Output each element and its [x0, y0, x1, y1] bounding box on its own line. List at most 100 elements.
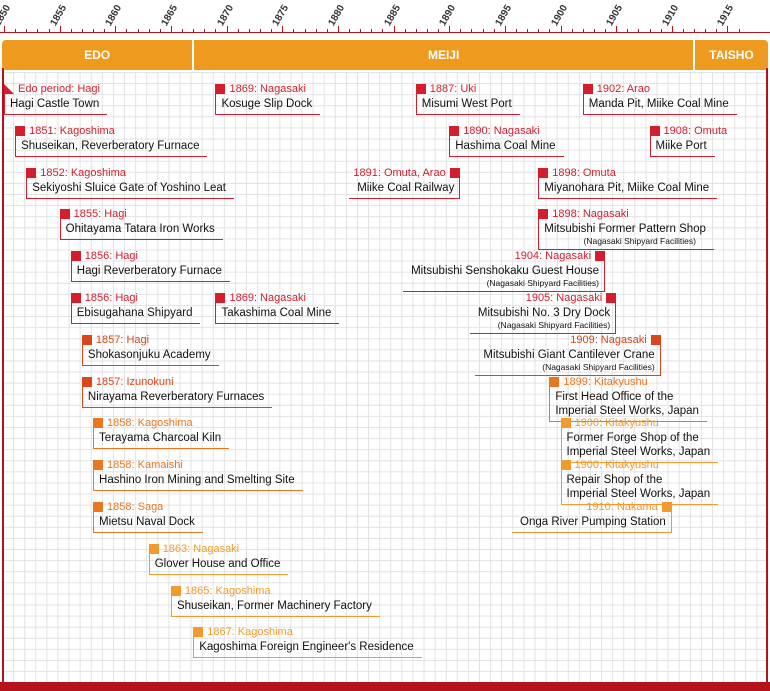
year-tick [671, 26, 673, 33]
event-marker-square [450, 167, 461, 178]
event-date: 1902: Arao [596, 83, 650, 95]
event-connector [4, 92, 5, 114]
event-connector [70, 301, 72, 323]
timeline-event: 1898: Nagasaki Mitsubishi Former Pattern … [0, 208, 770, 251]
year-tick [48, 29, 50, 33]
era-edo: EDO [2, 40, 193, 70]
year-tick [259, 29, 261, 33]
event-title: Misumi West Port [421, 98, 512, 110]
year-tick [482, 29, 484, 33]
event-underline [512, 532, 672, 533]
event-connector [148, 551, 150, 574]
event-underline [449, 155, 564, 157]
year-tick [148, 29, 150, 33]
event-connector [560, 426, 562, 463]
year-tick [638, 29, 640, 33]
event-title: Repair Shop of the [566, 474, 663, 487]
event-marker-square [415, 84, 426, 94]
timeline-event: 1908: Omuta Miike Port [0, 125, 770, 166]
year-label: 1905 [604, 3, 626, 29]
event-title: Mietsu Naval Dock [99, 516, 195, 528]
event-underline [469, 333, 617, 334]
year-tick [538, 29, 540, 33]
event-connector [70, 259, 72, 282]
year-tick [215, 29, 217, 33]
event-date: 1863: Nagasaki [162, 542, 240, 555]
event-connector [93, 468, 95, 491]
timeline-event: 1855: Hagi Ohitayama Tatara Iron Works [0, 208, 770, 249]
frame-bottom-border [0, 682, 770, 691]
year-tick [649, 29, 651, 33]
event-marker-square [148, 543, 159, 554]
event-underline [93, 448, 230, 450]
event-marker-square [650, 334, 661, 345]
event-date: 1865: Kagoshima [184, 584, 271, 597]
event-marker-square [170, 585, 181, 596]
timeline-event: 1858: Saga Mietsu Naval Dock [0, 501, 770, 542]
year-tick [393, 26, 395, 33]
timeline-event: 1869: Nagasaki Takashima Coal Mine [0, 292, 770, 333]
year-label: 1895 [493, 3, 514, 29]
year-label: 1915 [715, 3, 737, 29]
event-underline [215, 114, 321, 115]
year-tick [549, 29, 551, 33]
event-title: Sekiyoshi Sluice Gate of Yoshino Leat [32, 181, 226, 194]
era-meiji: MEIJI [194, 40, 694, 70]
event-marker-square [649, 125, 660, 136]
timeline-event: 1890: Nagasaki Hashima Coal Mine [0, 124, 770, 166]
year-label: 1870 [215, 3, 236, 29]
event-date: 1909: Nagasaki [570, 333, 647, 346]
background-grid [2, 72, 768, 683]
event-underline [538, 197, 718, 199]
event-date: 1898: Omuta [552, 166, 616, 179]
event-title: Hagi Castle Town [10, 98, 100, 110]
event-connector [659, 342, 661, 375]
event-marker-square [215, 84, 226, 94]
event-marker-square [560, 418, 571, 429]
year-tick [326, 29, 328, 33]
year-ruler-line [0, 32, 770, 33]
timeline-event: 1863: Nagasaki Glover House and Office [0, 542, 770, 584]
year-label: 1910 [660, 3, 681, 29]
year-label: 1900 [548, 3, 570, 29]
year-tick [471, 29, 473, 33]
event-connector [582, 92, 584, 114]
timeline-event: 1869: Nagasaki Kosuge Slip Dock [0, 83, 770, 124]
event-connector [459, 175, 461, 198]
event-date: 1857: Hagi [95, 333, 150, 346]
event-date: 1869: Nagasaki [229, 292, 306, 304]
event-date: 1869: Nagasaki [229, 83, 306, 95]
year-tick [460, 29, 462, 33]
event-underline [4, 114, 108, 115]
event-underline [93, 532, 203, 533]
event-underline [403, 291, 605, 293]
event-marker-square [81, 334, 92, 345]
year-tick [527, 29, 529, 33]
event-marker-square [93, 502, 104, 512]
year-tick [382, 29, 384, 33]
year-tick [371, 29, 373, 33]
year-tick [93, 29, 95, 33]
timeline-event: 1900: Kitakyushu Repair Shop of the Imperi… [0, 459, 770, 506]
year-tick [170, 26, 172, 33]
year-tick [426, 29, 428, 33]
event-date: 1891: Omuta, Arao [353, 166, 446, 179]
event-connector [59, 217, 61, 240]
timeline-event: 1904: Nagasaki Mitsubishi Senshokaku Gues… [0, 250, 770, 293]
year-tick [237, 29, 239, 33]
event-marker-square [215, 293, 226, 303]
event-marker-square [193, 627, 204, 638]
event-date: 1905: Nagasaki [525, 292, 603, 304]
year-tick [493, 29, 495, 33]
event-title: Miike Port [655, 139, 707, 152]
event-marker-square [449, 125, 460, 136]
event-connector [538, 175, 540, 198]
timeline-event: 1856: Hagi Ebisugahana Shipyard [0, 292, 770, 333]
event-title: First Head Office of the [555, 390, 674, 403]
event-title: Kosuge Slip Dock [221, 98, 313, 110]
event-connector [549, 384, 551, 421]
event-date: 1890: Nagasaki [463, 124, 540, 137]
year-tick [126, 29, 128, 33]
event-title: Imperial Steel Works, Japan [566, 446, 711, 459]
event-title: Imperial Steel Works, Japan [566, 488, 711, 501]
